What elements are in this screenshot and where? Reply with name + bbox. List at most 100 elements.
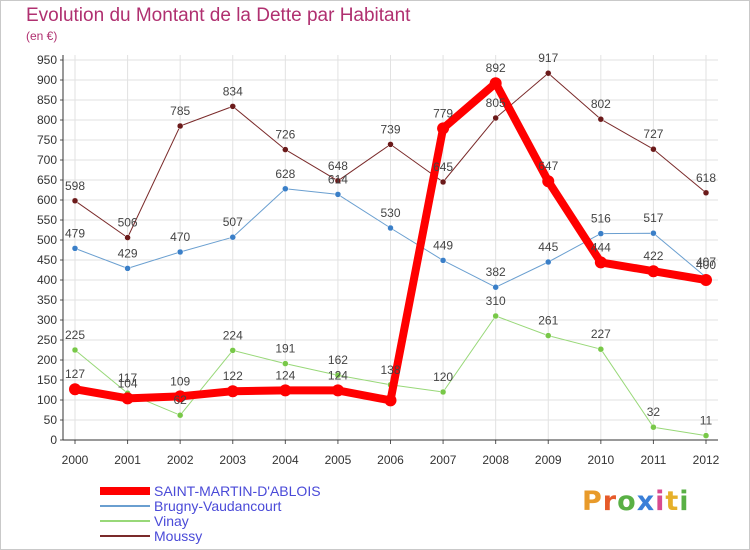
data-label-vinay: 62 — [173, 393, 187, 407]
data-label-moussy: 648 — [328, 159, 348, 173]
legend-swatch — [100, 535, 150, 537]
data-label-saint-martin-d-ablois: 444 — [591, 240, 611, 254]
data-point-saint-martin-d-ablois — [700, 274, 712, 286]
data-label-moussy: 618 — [696, 171, 716, 185]
x-tick-label: 2010 — [587, 453, 614, 467]
legend-label: Brugny-Vaudancourt — [154, 498, 282, 514]
x-tick-label: 2008 — [482, 453, 509, 467]
data-label-moussy: 917 — [538, 51, 558, 65]
data-point-moussy — [650, 145, 657, 153]
legend-swatch — [100, 487, 150, 495]
x-tick-label: 2011 — [641, 453, 667, 467]
data-label-brugny-vaudancourt: 382 — [486, 265, 506, 279]
data-point-moussy — [545, 69, 552, 77]
data-label-vinay: 120 — [433, 370, 453, 384]
y-tick-label: 800 — [37, 113, 57, 127]
data-point-brugny-vaudancourt — [545, 258, 552, 266]
data-label-vinay: 310 — [486, 294, 506, 308]
y-tick-label: 100 — [37, 393, 57, 407]
data-label-vinay: 224 — [223, 328, 243, 342]
data-point-brugny-vaudancourt — [597, 230, 605, 237]
data-label-moussy: 802 — [591, 97, 611, 111]
axes: 0 50 100 150 200 250 300 350 400 450 500 550 600 650 7… — [37, 53, 720, 467]
logo-letter: r — [602, 486, 618, 517]
data-point-vinay — [597, 345, 605, 353]
chart-title: Evolution du Montant de la Dette par Hab… — [26, 5, 411, 26]
data-label-brugny-vaudancourt: 628 — [275, 167, 295, 181]
data-label-saint-martin-d-ablois: 892 — [486, 61, 506, 75]
logo-letter: o — [617, 486, 637, 517]
data-label-moussy: 727 — [643, 127, 663, 141]
data-label-brugny-vaudancourt: 449 — [433, 238, 453, 252]
legend-label: SAINT-MARTIN-D'ABLOIS — [154, 483, 321, 499]
data-label-moussy: 645 — [433, 160, 453, 174]
data-point-brugny-vaudancourt — [650, 229, 657, 237]
data-point-saint-martin-d-ablois — [647, 265, 660, 278]
data-labels: 598 506 785 834 726 648 739 645 805 917 802 727 618 4… — [65, 51, 716, 427]
data-point-vinay — [650, 423, 657, 431]
data-point-brugny-vaudancourt — [124, 265, 131, 272]
data-point-saint-martin-d-ablois — [331, 384, 344, 397]
y-tick-label: 50 — [44, 413, 58, 427]
chart-subtitle: (en €) — [26, 29, 58, 43]
data-point-moussy — [334, 177, 342, 185]
legend-swatch — [100, 520, 150, 522]
data-label-saint-martin-d-ablois: 127 — [65, 367, 85, 381]
y-tick-label: 950 — [37, 53, 57, 67]
x-tick-label: 2001 — [114, 453, 141, 467]
data-point-saint-martin-d-ablois — [226, 385, 239, 398]
y-tick-label: 350 — [37, 293, 57, 307]
x-tick-label: 2002 — [167, 453, 194, 467]
data-label-moussy: 805 — [486, 96, 506, 110]
y-tick-label: 850 — [37, 93, 57, 107]
data-point-saint-martin-d-ablois — [489, 77, 502, 90]
y-tick-label: 700 — [37, 153, 57, 167]
data-label-vinay: 225 — [65, 328, 85, 342]
data-label-vinay: 32 — [647, 405, 661, 419]
data-point-moussy — [124, 234, 131, 241]
x-tick-label: 2003 — [219, 453, 246, 467]
y-tick-label: 550 — [37, 213, 57, 227]
data-label-moussy: 598 — [65, 179, 85, 193]
y-tick-label: 450 — [37, 253, 57, 267]
data-label-saint-martin-d-ablois: 124 — [275, 368, 295, 382]
y-tick-label: 900 — [37, 73, 57, 87]
data-point-saint-martin-d-ablois — [594, 256, 607, 269]
data-label-saint-martin-d-ablois: 422 — [643, 249, 663, 263]
data-point-saint-martin-d-ablois — [121, 392, 134, 405]
data-label-vinay: 227 — [591, 327, 611, 341]
data-label-saint-martin-d-ablois: 109 — [170, 374, 190, 388]
y-tick-label: 600 — [37, 193, 57, 207]
data-label-vinay: 11 — [700, 414, 713, 428]
data-point-brugny-vaudancourt — [492, 283, 499, 291]
data-point-moussy — [229, 103, 236, 110]
data-point-moussy — [71, 197, 79, 205]
data-point-vinay — [702, 432, 710, 439]
x-tick-label: 2004 — [272, 453, 299, 467]
data-label-brugny-vaudancourt: 479 — [65, 226, 85, 240]
proxiti-logo: Proxiti — [582, 486, 690, 517]
data-point-moussy — [282, 146, 289, 153]
data-point-saint-martin-d-ablois — [174, 390, 187, 403]
data-point-moussy — [492, 114, 499, 122]
data-point-vinay — [71, 346, 79, 354]
y-tick-label: 250 — [37, 333, 57, 347]
data-label-saint-martin-d-ablois: 779 — [433, 106, 453, 120]
legend-label: Moussy — [154, 528, 203, 544]
data-point-vinay — [229, 347, 236, 354]
data-point-vinay — [492, 312, 499, 320]
y-tick-label: 750 — [37, 133, 57, 147]
data-point-saint-martin-d-ablois — [384, 394, 397, 407]
grid — [63, 55, 718, 441]
data-label-brugny-vaudancourt: 517 — [643, 211, 663, 225]
data-point-moussy — [439, 178, 447, 186]
logo-letter: i — [679, 486, 690, 517]
x-tick-label: 2006 — [377, 453, 404, 467]
data-point-moussy — [387, 141, 394, 148]
legend-item-brugny-vaudancourt: Brugny-Vaudancourt — [100, 498, 360, 514]
legend-item-saint-martin-d-ablois: SAINT-MARTIN-D'ABLOIS — [100, 483, 360, 499]
logo-letter: t — [665, 486, 680, 517]
x-tick-label: 2000 — [62, 453, 89, 467]
y-tick-label: 0 — [50, 433, 57, 447]
legend: SAINT-MARTIN-D'ABLOIS Brugny-Vaudancourt V… — [100, 483, 360, 544]
